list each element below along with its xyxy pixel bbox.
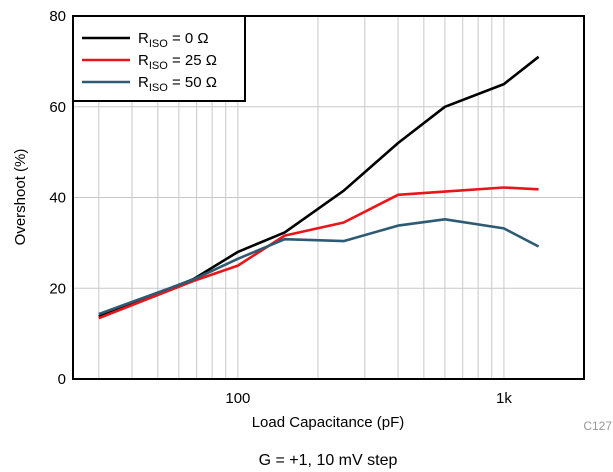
y-axis-title: Overshoot (%) bbox=[12, 149, 29, 246]
y-tick-label: 20 bbox=[49, 280, 66, 297]
plot-frame bbox=[72, 15, 585, 380]
legend-label: RISO = 25 Ω bbox=[138, 52, 217, 72]
y-tick-label: 60 bbox=[49, 99, 66, 116]
legend-box bbox=[72, 15, 246, 102]
y-tick-label: 0 bbox=[58, 371, 66, 388]
axis-ticks: 0 20 40 60 80 100 1k bbox=[49, 8, 512, 407]
series-line bbox=[98, 55, 540, 318]
y-tick-label: 80 bbox=[49, 8, 66, 25]
x-tick-label: 1k bbox=[496, 390, 512, 407]
x-axis-title: Load Capacitance (pF) bbox=[252, 414, 405, 431]
series-line bbox=[98, 218, 540, 316]
legend-label: RISO = 0 Ω bbox=[138, 30, 209, 50]
x-tick-label: 100 bbox=[225, 390, 250, 407]
chart-caption: G = +1, 10 mV step bbox=[259, 452, 398, 469]
series-line bbox=[98, 186, 539, 320]
series-lines bbox=[98, 55, 540, 320]
y-tick-label: 40 bbox=[49, 190, 66, 207]
legend-label: RISO = 50 Ω bbox=[138, 74, 217, 94]
figure-code: C127 bbox=[583, 419, 612, 433]
